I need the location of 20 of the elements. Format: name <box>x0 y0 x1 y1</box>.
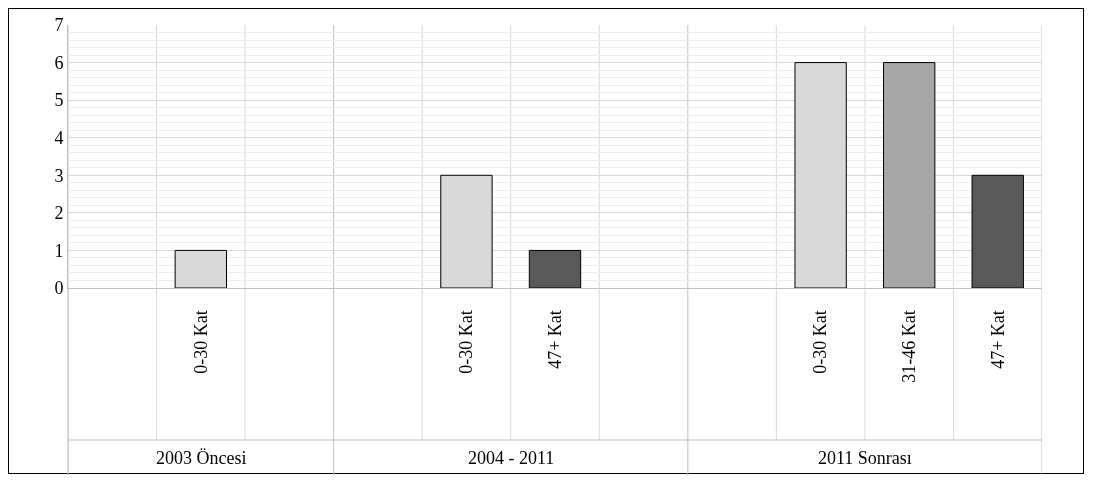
text: 2004 - 2011 <box>468 448 555 468</box>
x-tick-label: 0-30 Kat <box>810 310 831 374</box>
y-tick-label: 1 <box>54 240 64 261</box>
x-tick-label: 0-30 Kat <box>190 310 211 374</box>
y-tick-label: 5 <box>54 90 64 111</box>
text: 2011 Sonrası <box>818 448 912 468</box>
x-tick-label: 47+ Kat <box>987 310 1008 369</box>
y-tick-label: 7 <box>54 15 64 36</box>
y-tick-label: 3 <box>54 165 64 186</box>
y-tick-label: 2 <box>54 203 64 224</box>
bar <box>528 249 582 288</box>
bar <box>883 62 936 288</box>
y-tick-label: 0 <box>54 278 64 299</box>
text: 2003 Öncesi <box>156 448 247 468</box>
x-tick-label: 31-46 Kat <box>899 310 920 383</box>
y-tick-label: 4 <box>54 128 64 149</box>
bar <box>971 174 1024 288</box>
x-tick-label: 47+ Kat <box>544 310 565 369</box>
x-tick-label: 0-30 Kat <box>456 310 477 374</box>
y-tick-label: 6 <box>54 52 64 73</box>
